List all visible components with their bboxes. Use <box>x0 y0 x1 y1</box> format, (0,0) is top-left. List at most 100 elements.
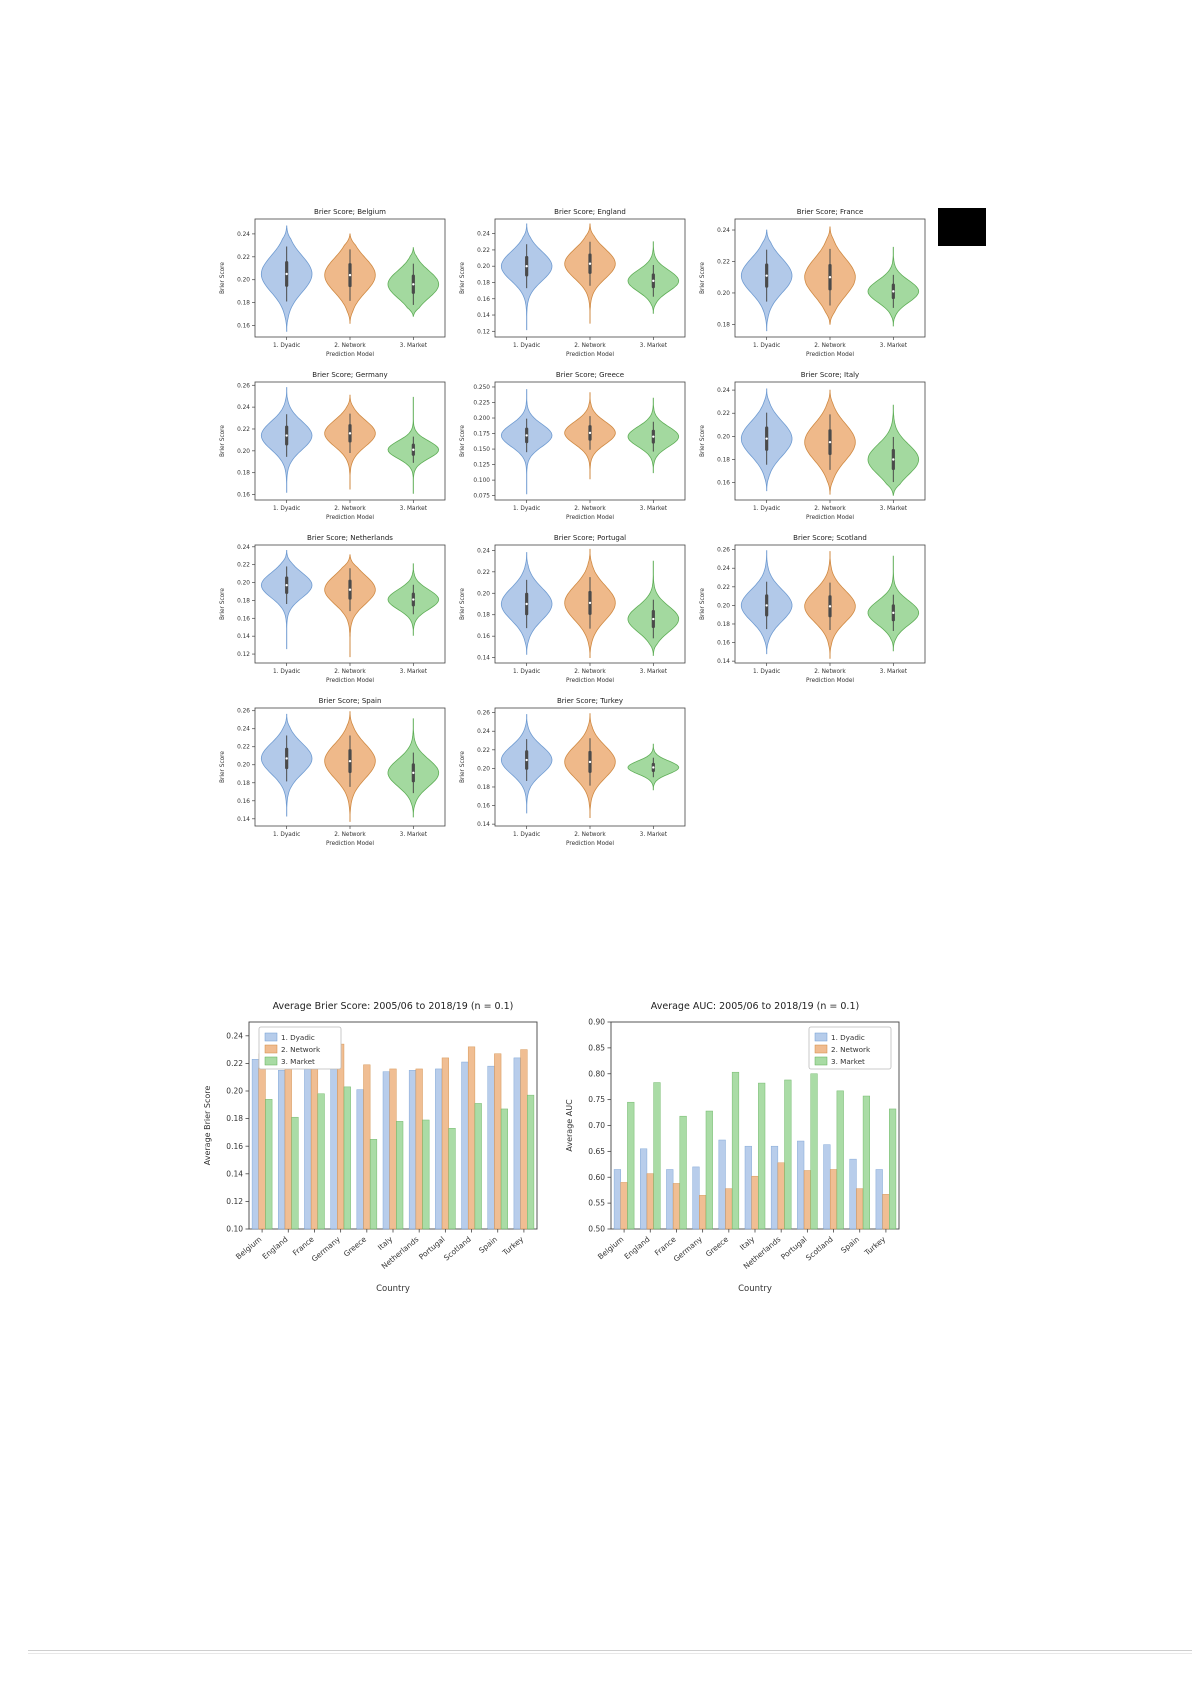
svg-text:Brier Score; Belgium: Brier Score; Belgium <box>314 208 386 216</box>
svg-text:2. Network: 2. Network <box>334 669 366 675</box>
svg-text:Brier Score: Brier Score <box>460 588 466 620</box>
svg-text:1. Dyadic: 1. Dyadic <box>831 1033 865 1042</box>
svg-text:Brier Score: Brier Score <box>220 588 226 620</box>
svg-text:0.20: 0.20 <box>237 763 250 769</box>
svg-text:Italy: Italy <box>376 1234 395 1252</box>
violin-plot-grid: Brier Score; Belgium 0.16 0.18 0.20 0.22 0.24… <box>215 204 937 856</box>
svg-text:3. Market: 3. Market <box>400 832 428 838</box>
svg-text:0.18: 0.18 <box>717 458 730 464</box>
svg-text:Brier Score: Brier Score <box>700 588 706 620</box>
violin-chart-brier-score-france: Brier Score; France 0.18 0.20 0.22 0.24 Brier… <box>700 208 926 358</box>
svg-text:Brier Score; England: Brier Score; England <box>554 208 626 216</box>
svg-text:3. Market: 3. Market <box>640 506 668 512</box>
svg-text:0.200: 0.200 <box>473 416 490 422</box>
svg-text:Brier Score: Brier Score <box>460 262 466 294</box>
svg-text:0.26: 0.26 <box>477 711 490 717</box>
svg-text:Prediction Model: Prediction Model <box>326 841 374 847</box>
svg-text:0.250: 0.250 <box>473 385 490 391</box>
redaction-marker <box>938 208 986 246</box>
svg-text:Brier Score; Greece: Brier Score; Greece <box>556 371 624 379</box>
svg-text:0.22: 0.22 <box>237 255 250 261</box>
svg-text:1. Dyadic: 1. Dyadic <box>513 669 540 675</box>
bar-chart-average-brier-score: Average Brier Score: 2005/06 to 2018/19 … <box>203 1001 538 1294</box>
violin-chart-brier-score-scotland: Brier Score; Scotland 0.14 0.16 0.18 0.20 0.2… <box>700 534 926 684</box>
svg-text:Country: Country <box>376 1284 410 1294</box>
svg-text:0.14: 0.14 <box>477 822 490 828</box>
svg-text:0.14: 0.14 <box>477 656 490 662</box>
svg-text:0.14: 0.14 <box>237 634 250 640</box>
svg-text:Germany: Germany <box>672 1234 705 1263</box>
svg-text:0.24: 0.24 <box>717 228 730 234</box>
svg-text:0.24: 0.24 <box>237 405 250 411</box>
svg-text:0.24: 0.24 <box>237 545 250 551</box>
svg-text:0.16: 0.16 <box>717 641 730 647</box>
svg-text:0.18: 0.18 <box>717 322 730 328</box>
svg-text:0.20: 0.20 <box>237 449 250 455</box>
svg-text:0.18: 0.18 <box>717 622 730 628</box>
svg-text:0.16: 0.16 <box>237 799 250 805</box>
svg-text:3. Market: 3. Market <box>400 506 428 512</box>
svg-text:Portugal: Portugal <box>417 1235 447 1262</box>
svg-text:0.18: 0.18 <box>477 785 490 791</box>
svg-text:0.125: 0.125 <box>473 463 490 469</box>
svg-text:0.18: 0.18 <box>477 613 490 619</box>
svg-text:Brier Score: Brier Score <box>700 262 706 294</box>
svg-text:2. Network: 2. Network <box>574 506 606 512</box>
svg-text:3. Market: 3. Market <box>400 343 428 349</box>
svg-text:Prediction Model: Prediction Model <box>806 515 854 521</box>
svg-text:Prediction Model: Prediction Model <box>566 352 614 358</box>
violin-chart-brier-score-portugal: Brier Score; Portugal 0.14 0.16 0.18 0.20 0.2… <box>460 534 686 684</box>
violin-chart-brier-score-england: Brier Score; England 0.12 0.14 0.16 0.18 0.20… <box>460 208 686 358</box>
svg-text:Spain: Spain <box>477 1234 499 1255</box>
svg-text:1. Dyadic: 1. Dyadic <box>273 832 300 838</box>
svg-text:3. Market: 3. Market <box>281 1057 315 1066</box>
svg-text:1. Dyadic: 1. Dyadic <box>281 1033 315 1042</box>
svg-text:Scotland: Scotland <box>804 1234 835 1262</box>
svg-text:Brier Score; Turkey: Brier Score; Turkey <box>557 697 623 705</box>
svg-text:2. Network: 2. Network <box>574 343 606 349</box>
svg-text:1. Dyadic: 1. Dyadic <box>513 343 540 349</box>
violin-chart-brier-score-belgium: Brier Score; Belgium 0.16 0.18 0.20 0.22 0.24… <box>220 208 446 358</box>
svg-text:0.16: 0.16 <box>237 616 250 622</box>
svg-text:3. Market: 3. Market <box>880 669 908 675</box>
svg-text:1. Dyadic: 1. Dyadic <box>753 343 780 349</box>
svg-text:0.24: 0.24 <box>226 1031 243 1040</box>
svg-text:Brier Score; Spain: Brier Score; Spain <box>319 697 382 705</box>
svg-text:Brier Score; France: Brier Score; France <box>797 208 864 216</box>
svg-text:0.175: 0.175 <box>473 432 490 438</box>
svg-text:0.16: 0.16 <box>237 324 250 330</box>
svg-text:Brier Score; Portugal: Brier Score; Portugal <box>554 534 626 542</box>
svg-text:2. Network: 2. Network <box>814 669 846 675</box>
svg-text:3. Market: 3. Market <box>400 669 428 675</box>
svg-text:0.22: 0.22 <box>237 563 250 569</box>
svg-text:2. Network: 2. Network <box>334 832 366 838</box>
svg-text:Brier Score: Brier Score <box>460 751 466 783</box>
svg-text:0.16: 0.16 <box>477 634 490 640</box>
svg-text:2. Network: 2. Network <box>574 669 606 675</box>
svg-text:0.14: 0.14 <box>237 817 250 823</box>
svg-text:England: England <box>260 1234 289 1261</box>
svg-text:Belgium: Belgium <box>234 1235 263 1262</box>
svg-text:Brier Score: Brier Score <box>220 425 226 457</box>
svg-text:0.20: 0.20 <box>717 603 730 609</box>
svg-text:0.14: 0.14 <box>477 313 490 319</box>
svg-text:0.18: 0.18 <box>226 1114 243 1123</box>
svg-text:0.18: 0.18 <box>237 781 250 787</box>
svg-text:0.18: 0.18 <box>237 598 250 604</box>
svg-text:Average Brier Score: Average Brier Score <box>203 1086 212 1166</box>
svg-text:0.24: 0.24 <box>237 232 250 238</box>
svg-text:1. Dyadic: 1. Dyadic <box>513 506 540 512</box>
svg-text:1. Dyadic: 1. Dyadic <box>273 343 300 349</box>
svg-text:Greece: Greece <box>342 1234 369 1258</box>
svg-text:3. Market: 3. Market <box>831 1057 865 1066</box>
svg-text:Brier Score: Brier Score <box>460 425 466 457</box>
svg-text:0.20: 0.20 <box>477 591 490 597</box>
svg-text:Prediction Model: Prediction Model <box>566 841 614 847</box>
svg-text:Prediction Model: Prediction Model <box>326 352 374 358</box>
svg-text:0.85: 0.85 <box>588 1043 605 1052</box>
svg-text:0.20: 0.20 <box>477 264 490 270</box>
svg-text:Prediction Model: Prediction Model <box>806 352 854 358</box>
svg-text:Greece: Greece <box>704 1234 731 1258</box>
svg-text:0.225: 0.225 <box>473 400 490 406</box>
